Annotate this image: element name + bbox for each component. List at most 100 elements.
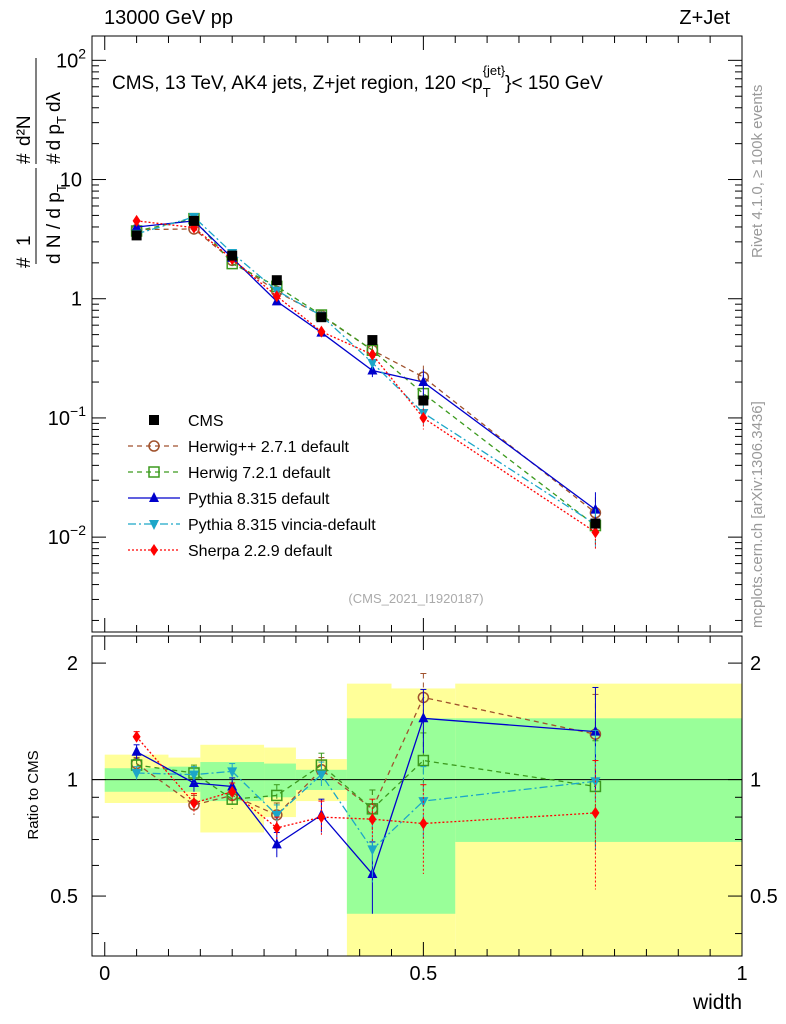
- legend-label: CMS: [188, 413, 224, 430]
- ratio-tick-label-right: 1: [750, 770, 761, 792]
- series-point: [272, 290, 281, 303]
- y-axis-label: # 1 d N / d pT # d²N #d pTdλ: [14, 58, 69, 268]
- ratio-series-line: [136, 770, 596, 851]
- ratio-point: [368, 813, 377, 826]
- ratio-series-line: [136, 759, 596, 810]
- svg-text:d N / d pT: d N / d pT: [44, 184, 69, 264]
- mcplots-label: mcplots.cern.ch [arXiv:1306.3436]: [749, 401, 766, 628]
- svg-text:d²N: d²N: [14, 115, 35, 146]
- x-tick-label: 1: [736, 963, 747, 985]
- ratio-point: [131, 745, 142, 756]
- ratio-tick-label: 2: [67, 653, 78, 675]
- plot-title: CMS, 13 TeV, AK4 jets, Z+jet region, 120…: [112, 63, 603, 100]
- ratio-point: [272, 821, 281, 834]
- ratio-point: [271, 789, 283, 802]
- series-point: [367, 358, 378, 369]
- header-left: 13000 GeV pp: [104, 7, 233, 29]
- legend-label: Sherpa 2.2.9 default: [188, 543, 333, 560]
- ratio-frame: [91, 635, 743, 957]
- ratio-axes: 0 0.5 1 0.5 0.5 1 1 2 2: [50, 635, 778, 985]
- ratio-point: [188, 776, 199, 787]
- legend-label: Pythia 8.315 default: [188, 491, 330, 508]
- ratio-tick-label-right: 2: [750, 653, 761, 675]
- ratio-point: [189, 796, 198, 809]
- series-line: [136, 216, 596, 525]
- data-point: [590, 518, 601, 529]
- series-line: [136, 220, 596, 511]
- data-point: [227, 250, 238, 261]
- ratio-series-line: [136, 696, 596, 816]
- ratio-point: [418, 712, 429, 723]
- x-tick-label: 0.5: [409, 963, 437, 985]
- ratio-tick-label: 1: [67, 770, 78, 792]
- legend-marker: [148, 466, 160, 478]
- ratio-series-line: [136, 736, 596, 829]
- series-point: [418, 376, 429, 387]
- data-point: [316, 312, 327, 323]
- ratio-point: [271, 838, 282, 849]
- legend: CMS Herwig++ 2.7.1 default Herwig 7.2.1 de…: [128, 413, 376, 560]
- ratio-point: [316, 770, 327, 781]
- series-point: [317, 325, 326, 338]
- x-axis-label: width: [692, 991, 742, 1014]
- series-point: [368, 348, 377, 361]
- series-point: [419, 411, 428, 424]
- series-point: [132, 214, 141, 227]
- series-line: [136, 220, 596, 533]
- ratio-point: [228, 785, 237, 798]
- svg-text:#: #: [14, 257, 35, 268]
- rivet-label: Rivet 4.1.0, ≥ 100k events: [749, 85, 766, 258]
- data-point: [367, 335, 378, 346]
- legend-label: Pythia 8.315 vincia-default: [188, 517, 376, 534]
- y-tick-label: 102: [56, 45, 86, 72]
- series-point: [591, 526, 600, 539]
- series-point: [590, 503, 601, 514]
- data-point: [188, 215, 199, 226]
- svg-text:#: #: [14, 153, 35, 164]
- series-line: [136, 228, 596, 514]
- green-band-bin: [346, 718, 392, 914]
- y-tick-label: 10−1: [48, 403, 86, 430]
- ratio-point: [317, 811, 326, 824]
- ratio-point: [315, 759, 328, 771]
- legend-label: Herwig 7.2.1 default: [188, 465, 331, 482]
- legend-marker: [149, 492, 159, 502]
- ratio-point: [227, 780, 238, 791]
- legend-marker: [149, 520, 159, 530]
- legend-label: Herwig++ 2.7.1 default: [188, 439, 350, 456]
- data-point: [131, 230, 142, 241]
- header-right: Z+Jet: [679, 7, 730, 29]
- main-frame: [91, 35, 743, 633]
- ratio-y-label: Ratio to CMS: [25, 750, 42, 839]
- ratio-point: [367, 845, 378, 856]
- data-point: [271, 275, 282, 286]
- ratio-tick-label-right: 0.5: [750, 886, 778, 908]
- ratio-series-line: [136, 717, 596, 876]
- ratio-point: [227, 767, 238, 778]
- y-tick-label: 1: [71, 289, 82, 311]
- svg-text:1: 1: [14, 235, 35, 246]
- y-tick-label: 10−2: [48, 522, 86, 549]
- data-point: [418, 395, 429, 406]
- ratio-point: [131, 768, 142, 779]
- main-axes: 10−2 10−1 1 10 102: [48, 35, 743, 633]
- svg-text:#d pTdλ: #d pTdλ: [44, 91, 69, 164]
- legend-marker: [149, 415, 159, 425]
- y-tick-label: 10: [60, 170, 82, 192]
- watermark: (CMS_2021_I1920187): [348, 591, 483, 606]
- ratio-point: [417, 754, 430, 767]
- x-tick-label: 0: [99, 963, 110, 985]
- legend-marker: [150, 544, 158, 556]
- ratio-series-layer: [130, 672, 602, 914]
- series-point: [367, 364, 378, 375]
- ratio-point: [132, 730, 141, 743]
- ratio-tick-label: 0.5: [50, 886, 78, 908]
- legend-marker: [148, 440, 160, 452]
- ratio-point: [591, 806, 600, 819]
- series-layer: [130, 212, 602, 551]
- ratio-point: [188, 770, 199, 781]
- green-band-bin: [264, 763, 296, 798]
- ratio-point: [419, 817, 428, 830]
- ratio-point: [271, 810, 282, 821]
